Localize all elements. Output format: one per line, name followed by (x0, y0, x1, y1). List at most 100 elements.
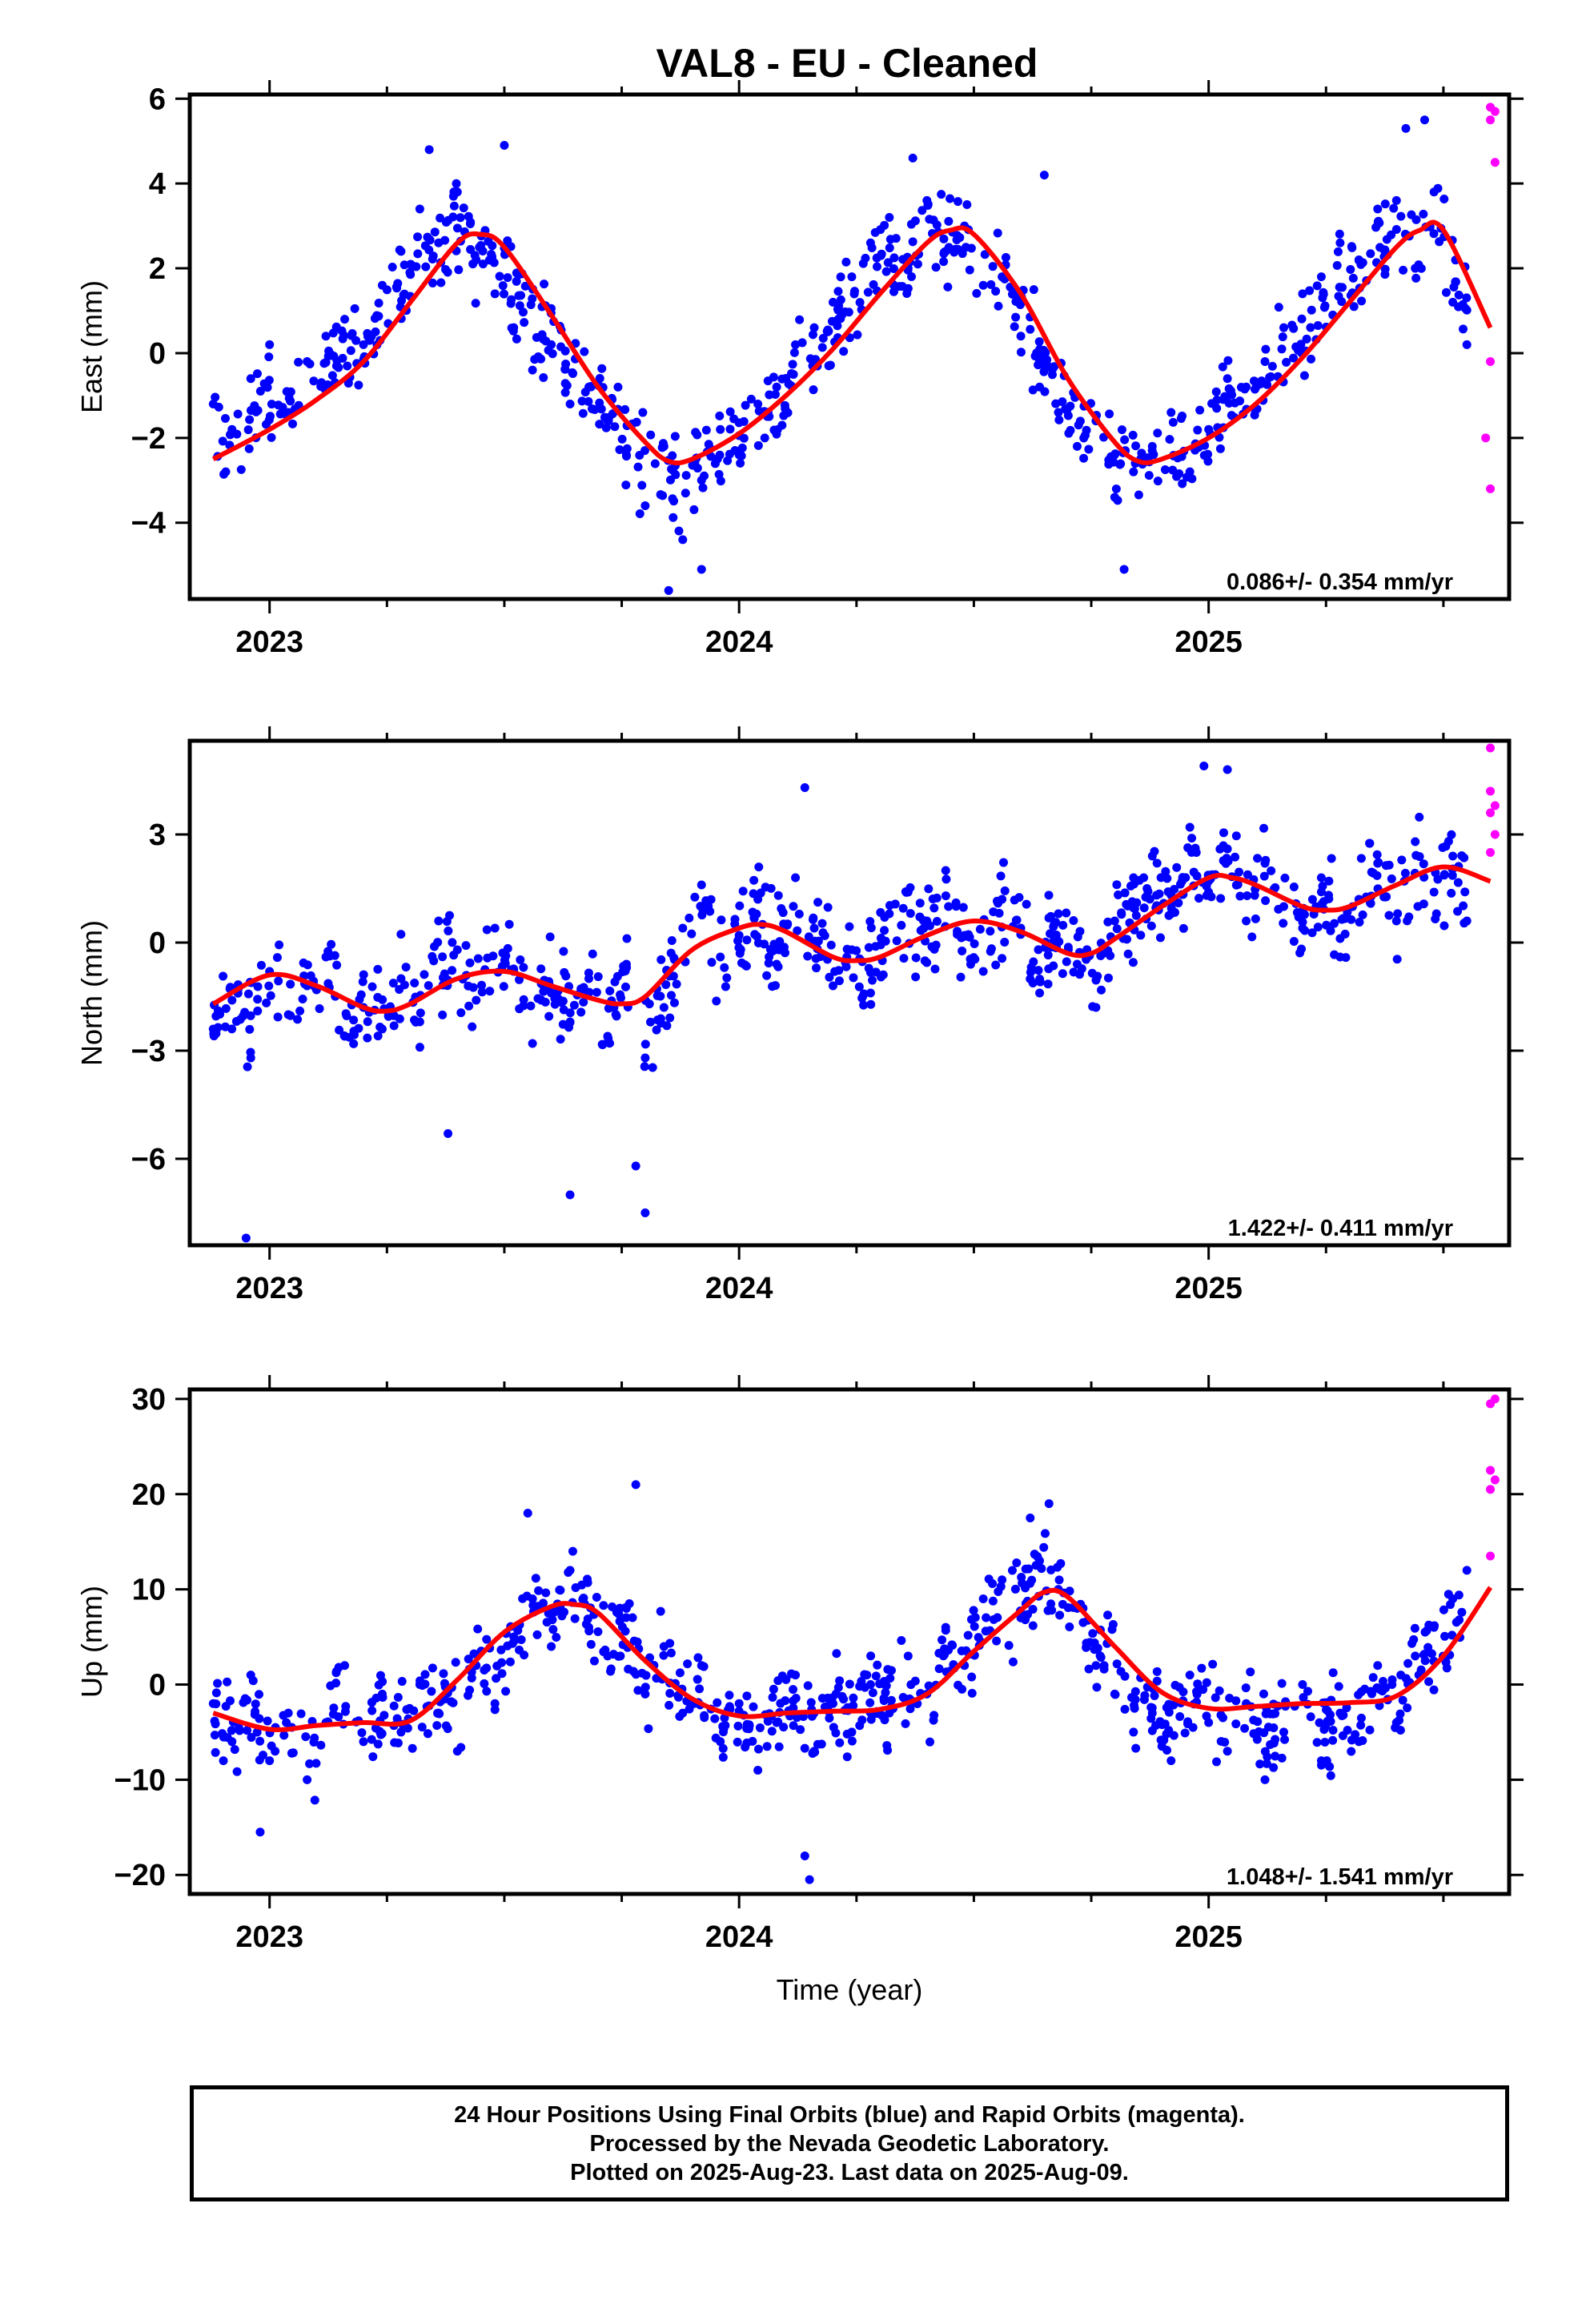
up-rapid-orbit-point (1486, 1551, 1496, 1561)
up-final-orbit-point (340, 1661, 350, 1671)
east-final-orbit-point (1278, 332, 1287, 342)
north-final-orbit-point (656, 1014, 665, 1023)
up-final-orbit-point (693, 1675, 702, 1684)
up-final-orbit-point (789, 1721, 798, 1731)
east-final-orbit-point (741, 400, 750, 410)
up-final-orbit-point (1212, 1757, 1222, 1767)
north-final-orbit-point (286, 979, 295, 989)
up-final-orbit-point (1175, 1712, 1185, 1722)
up-final-orbit-point (716, 1737, 725, 1747)
east-final-orbit-point (844, 308, 853, 317)
up-final-orbit-point (310, 1733, 319, 1743)
up-final-orbit-point (644, 1724, 653, 1734)
east-final-orbit-outlier (1119, 565, 1129, 574)
east-final-orbit-point (498, 281, 508, 291)
north-final-orbit-point (1358, 910, 1367, 919)
north-final-orbit-point (536, 964, 546, 974)
up-final-orbit-point (1306, 1712, 1315, 1722)
up-final-orbit-point (415, 1679, 424, 1689)
up-final-orbit-point (1246, 1667, 1255, 1677)
north-final-orbit-point (823, 903, 833, 912)
north-final-orbit-point (687, 929, 697, 939)
north-final-orbit-point (1178, 873, 1187, 883)
up-final-orbit-point (1447, 1630, 1457, 1640)
east-final-orbit-point (1338, 283, 1347, 292)
north-final-orbit-point (220, 1022, 230, 1031)
up-final-orbit-point (473, 1624, 483, 1634)
up-final-orbit-point (1320, 1737, 1330, 1747)
up-rapid-orbit-point (1486, 1485, 1496, 1494)
east-final-orbit-point (701, 425, 711, 435)
up-final-orbit-point (397, 1677, 407, 1687)
north-final-orbit-point (812, 963, 821, 973)
up-final-orbit-point (1016, 1613, 1026, 1622)
east-final-orbit-point (841, 257, 851, 267)
east-final-orbit-point (246, 406, 255, 416)
north-final-orbit-point (1123, 949, 1133, 959)
north-final-orbit-point (359, 970, 368, 979)
north-final-orbit-point (1112, 880, 1122, 890)
east-final-orbit-point (303, 357, 312, 367)
up-final-orbit-point (1373, 1661, 1383, 1671)
up-final-orbit-point (1277, 1679, 1287, 1688)
north-final-orbit-point (416, 1008, 425, 1018)
east-final-orbit-point (885, 213, 894, 223)
up-final-orbit-point (832, 1649, 841, 1659)
east-final-orbit-point (536, 354, 546, 364)
up-final-orbit-point (767, 1727, 777, 1736)
up-final-orbit-point (1108, 1619, 1118, 1629)
east-final-orbit-point (946, 194, 955, 203)
up-final-orbit-point (1424, 1677, 1434, 1687)
north-final-orbit-point (678, 923, 688, 933)
up-x-axis: 2023 2024 2025 (235, 1375, 1445, 1954)
up-final-orbit-point (1035, 1556, 1045, 1566)
east-final-orbit-point (986, 279, 996, 289)
east-final-orbit-point (817, 343, 827, 352)
north-final-orbit-point (735, 901, 745, 911)
up-final-orbit-point (311, 1759, 321, 1768)
north-final-orbit-point (645, 1017, 655, 1027)
up-final-orbit-point (359, 1737, 368, 1747)
north-final-orbit-point (666, 948, 676, 958)
up-final-orbit-point (1028, 1604, 1038, 1614)
east-final-orbit-point (809, 323, 819, 332)
east-final-orbit-point (1305, 286, 1315, 296)
east-final-orbit-point (1349, 302, 1359, 312)
north-final-orbit-point (730, 919, 740, 929)
east-final-orbit-point (1066, 425, 1075, 435)
north-final-orbit-point (701, 896, 711, 906)
east-final-orbit-point (953, 197, 962, 207)
up-final-orbit-point (753, 1765, 763, 1775)
east-final-orbit-point (725, 407, 735, 416)
east-final-orbit-point (736, 458, 745, 468)
east-final-orbit-point (781, 404, 790, 413)
up-x-tick-label: 2025 (1174, 1920, 1243, 1954)
east-final-orbit-point (617, 434, 627, 444)
east-final-orbit-point (1335, 229, 1344, 239)
east-rapid-orbit-point (1490, 107, 1500, 116)
east-final-orbit-point (397, 296, 407, 305)
east-frame (187, 92, 1512, 601)
east-plot-area (208, 103, 1500, 595)
up-final-orbit-point (640, 1689, 650, 1699)
east-final-orbit-point (530, 355, 540, 364)
north-final-orbit-point (1175, 879, 1185, 889)
north-final-orbit-point (828, 981, 837, 991)
north-final-orbit-point (970, 939, 979, 948)
north-final-orbit-point (1235, 867, 1244, 877)
east-final-orbit-point (448, 212, 458, 222)
up-final-orbit-point (924, 1681, 934, 1691)
up-final-orbit-point (443, 1724, 452, 1734)
up-final-orbit-point (227, 1737, 237, 1747)
up-final-orbit-point (1240, 1723, 1250, 1733)
east-final-orbit-point (1084, 444, 1094, 454)
up-final-orbit-point (1170, 1680, 1180, 1690)
north-final-orbit-point (1335, 934, 1345, 943)
east-final-orbit-point (1298, 289, 1307, 299)
north-final-orbit-point (1058, 969, 1067, 979)
north-final-orbit-point (396, 930, 406, 939)
east-final-orbit-point (255, 387, 265, 396)
east-final-orbit-point (1168, 465, 1178, 475)
east-final-orbit-point (610, 422, 620, 432)
north-final-orbit-point (991, 960, 1001, 970)
